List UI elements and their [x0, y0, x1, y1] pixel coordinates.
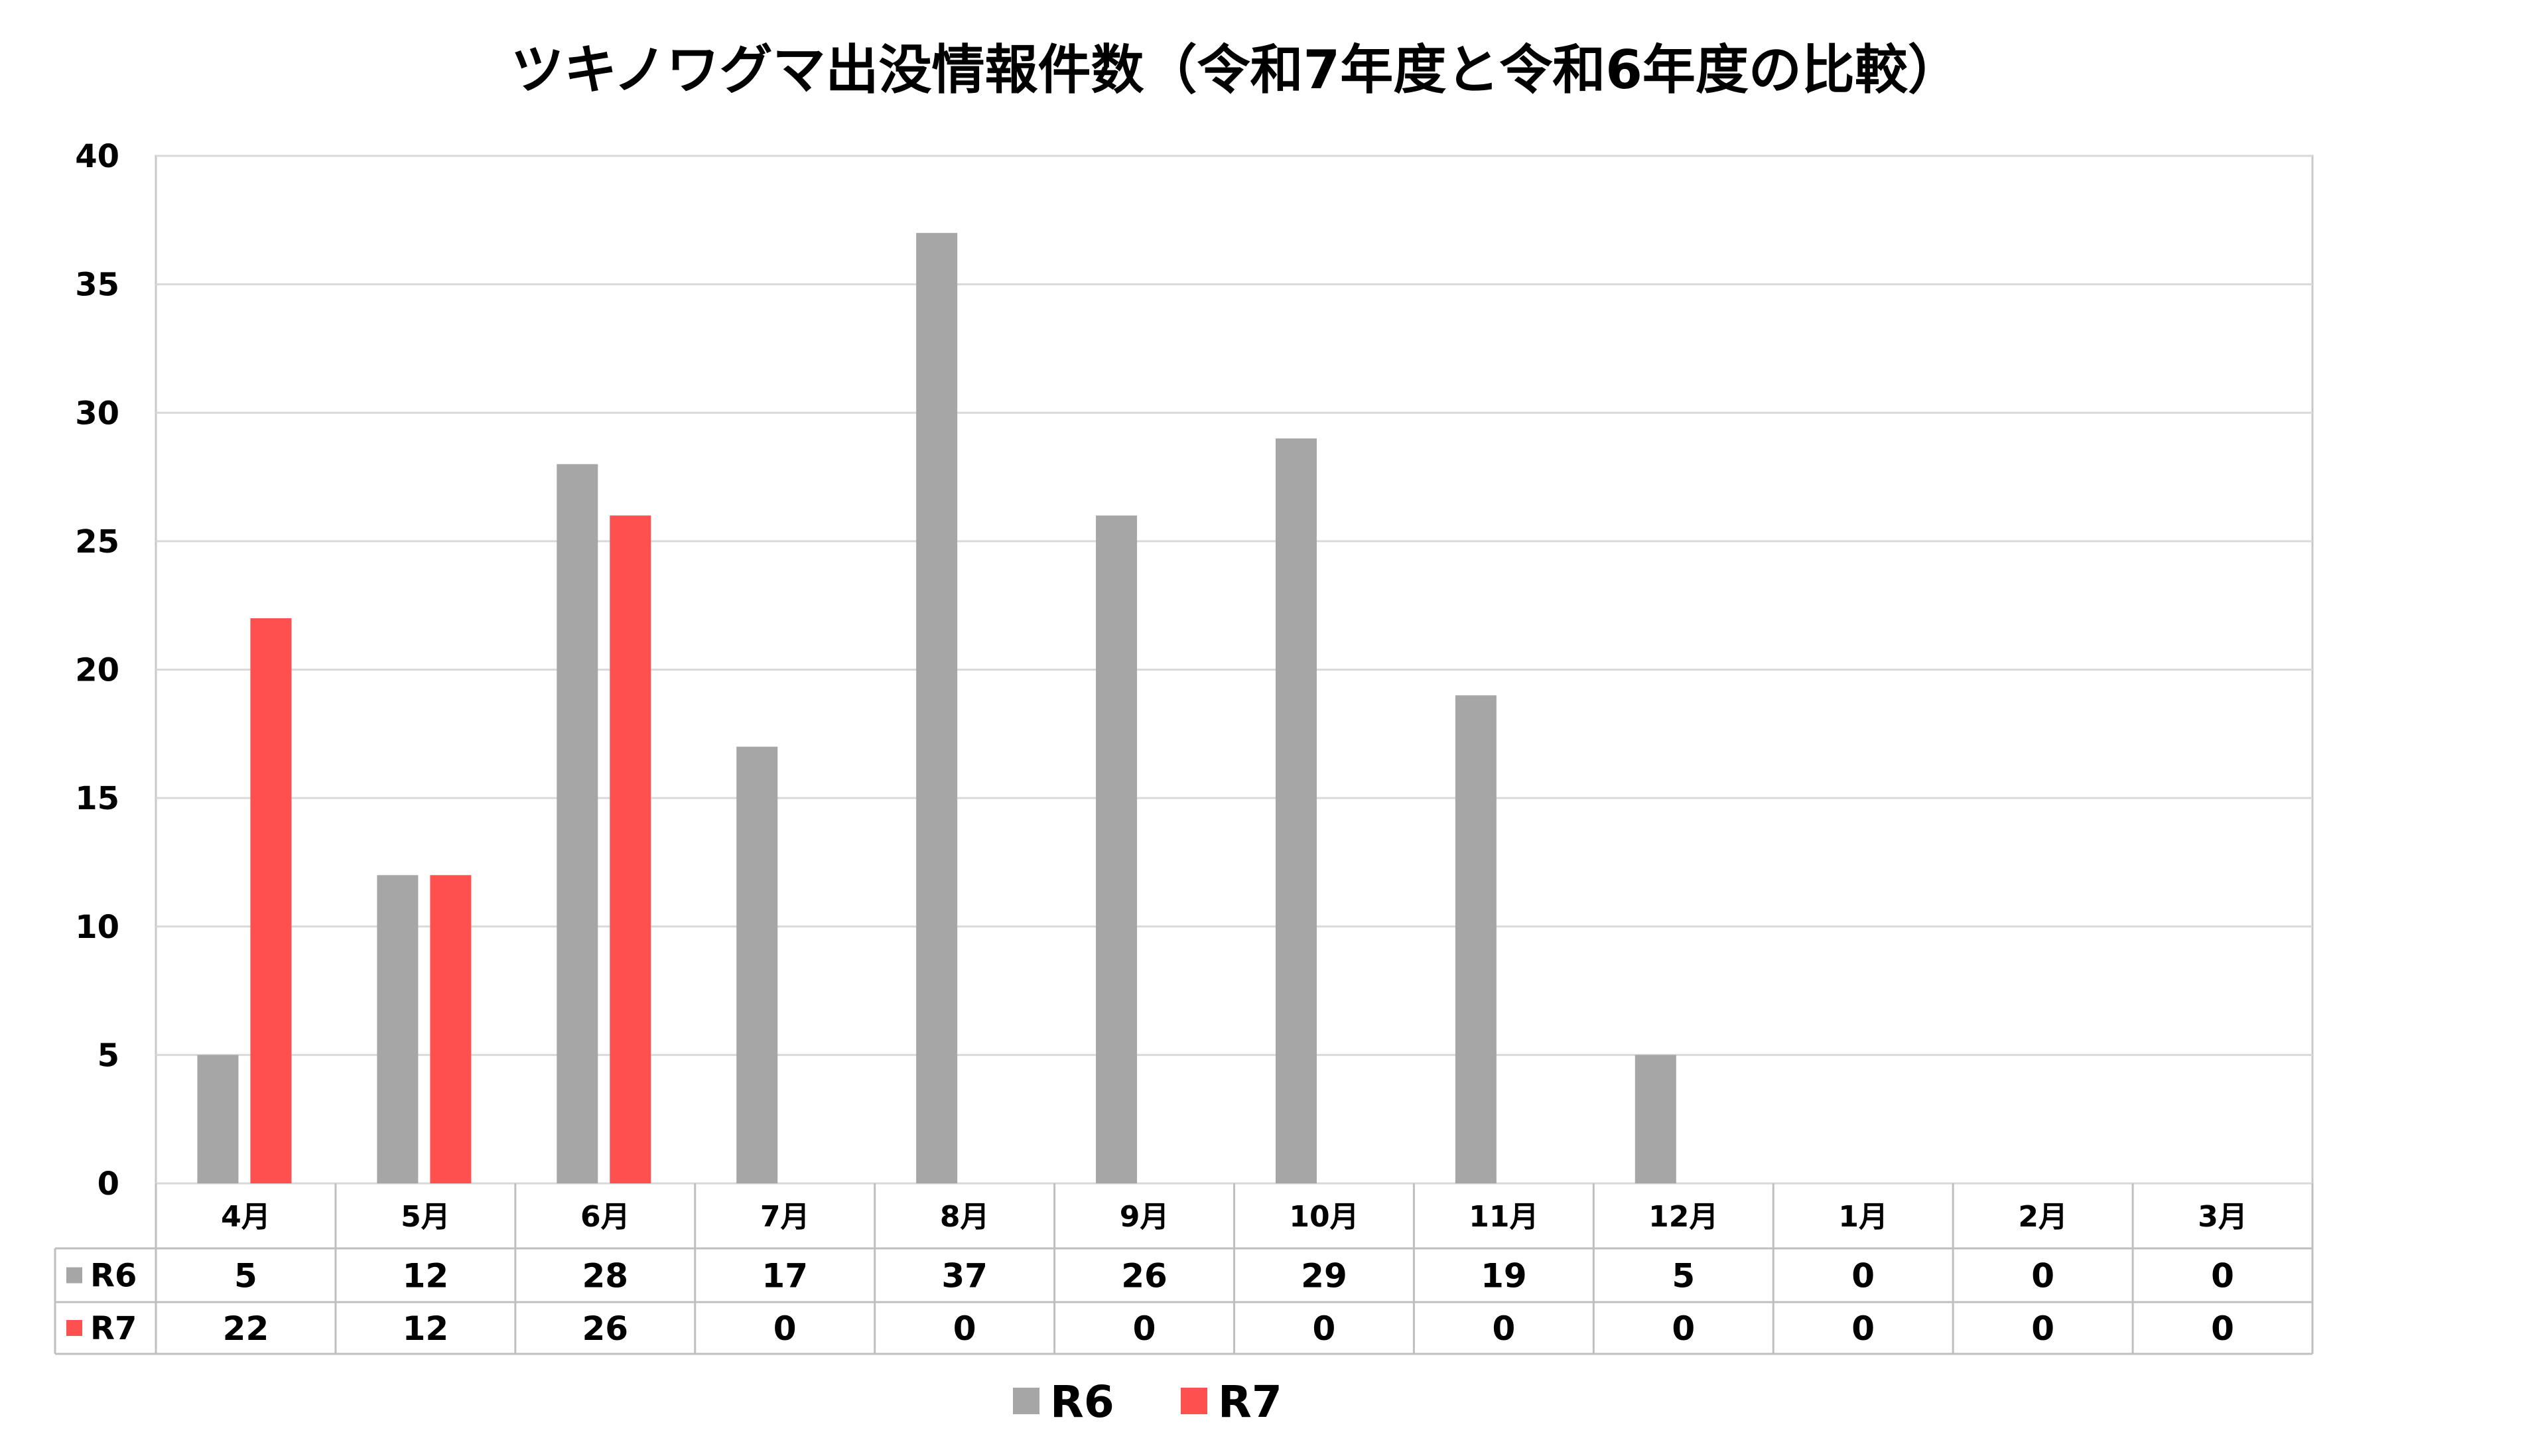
- y-tick-label: 15: [75, 780, 119, 817]
- legend-swatch-r7: [1181, 1388, 1207, 1414]
- data-table: 4月 5月 6月 7月 8月 9月 10月 11月 12月 1月 2月 3月 R6 5 12 28 17 37 26…: [54, 1183, 2314, 1355]
- bar-r6: [916, 233, 958, 1183]
- y-tick-label: 25: [75, 523, 119, 561]
- legend-label-r6: R6: [1050, 1376, 1114, 1427]
- data-label: 12: [403, 1257, 449, 1295]
- data-label: 0: [2031, 1309, 2054, 1348]
- data-label: 5: [1672, 1257, 1695, 1295]
- data-label: 37: [941, 1257, 988, 1295]
- data-label: 0: [2211, 1309, 2234, 1348]
- bar-r6: [197, 1055, 239, 1183]
- data-label: 19: [1481, 1257, 1527, 1295]
- y-tick-label: 10: [75, 909, 119, 946]
- category-label: 6月: [580, 1200, 630, 1234]
- bar-r6: [1096, 515, 1138, 1183]
- row-header-r7: R7: [90, 1310, 137, 1347]
- data-label: 0: [2031, 1257, 2054, 1295]
- y-tick-label: 5: [98, 1037, 119, 1074]
- category-label: 11月: [1469, 1200, 1538, 1234]
- data-label: 0: [1492, 1309, 1515, 1348]
- bars: [197, 233, 1676, 1184]
- y-tick-label: 40: [75, 138, 119, 175]
- y-tick-label: 35: [75, 267, 119, 304]
- data-label: 22: [223, 1309, 269, 1348]
- y-tick-label: 0: [98, 1165, 119, 1203]
- legend-key-r6: [66, 1267, 82, 1284]
- legend: R6 R7: [1013, 1376, 1282, 1427]
- category-label: 9月: [1120, 1200, 1169, 1234]
- bar-r6: [736, 746, 778, 1183]
- data-label: 0: [1313, 1309, 1336, 1348]
- legend-label-r7: R7: [1218, 1376, 1282, 1427]
- bar-r6: [1455, 695, 1497, 1183]
- category-label: 5月: [401, 1200, 450, 1234]
- data-label: 12: [403, 1309, 449, 1348]
- bar-r6: [1635, 1055, 1676, 1183]
- data-label: 0: [773, 1309, 797, 1348]
- data-label: 17: [762, 1257, 808, 1295]
- chart-title: ツキノワグマ出没情報件数（令和7年度と令和6年度の比較）: [511, 39, 1961, 101]
- category-label: 12月: [1648, 1200, 1718, 1234]
- data-label: 0: [1851, 1309, 1875, 1348]
- data-label: 0: [2211, 1257, 2234, 1295]
- data-label: 5: [234, 1257, 257, 1295]
- gridlines: [155, 155, 2314, 1185]
- bar-r7: [610, 515, 651, 1183]
- category-label: 4月: [221, 1200, 271, 1234]
- category-label: 1月: [1838, 1200, 1888, 1234]
- legend-key-r7: [66, 1320, 82, 1336]
- data-label: 26: [582, 1309, 628, 1348]
- bar-r7: [430, 875, 472, 1183]
- bar-r7: [250, 618, 292, 1183]
- data-label: 0: [1672, 1309, 1695, 1348]
- bar-r6: [377, 875, 419, 1183]
- category-label: 7月: [760, 1200, 810, 1234]
- data-label: 0: [1133, 1309, 1156, 1348]
- category-label: 2月: [2018, 1200, 2068, 1234]
- data-label: 0: [953, 1309, 976, 1348]
- y-tick-label: 30: [75, 395, 119, 432]
- legend-swatch-r6: [1013, 1388, 1039, 1414]
- data-label: 29: [1301, 1257, 1347, 1295]
- data-label: 26: [1121, 1257, 1168, 1295]
- y-tick-label: 20: [75, 652, 119, 689]
- y-axis: 0 5 10 15 20 25 30 35 40: [75, 138, 119, 1203]
- category-label: 3月: [2198, 1200, 2247, 1234]
- category-label: 8月: [940, 1200, 990, 1234]
- row-header-r6: R6: [90, 1258, 137, 1295]
- bar-r6: [1275, 438, 1317, 1183]
- data-label: 0: [1851, 1257, 1875, 1295]
- category-label: 10月: [1289, 1200, 1359, 1234]
- bar-r6: [557, 464, 598, 1184]
- data-label: 28: [582, 1257, 628, 1295]
